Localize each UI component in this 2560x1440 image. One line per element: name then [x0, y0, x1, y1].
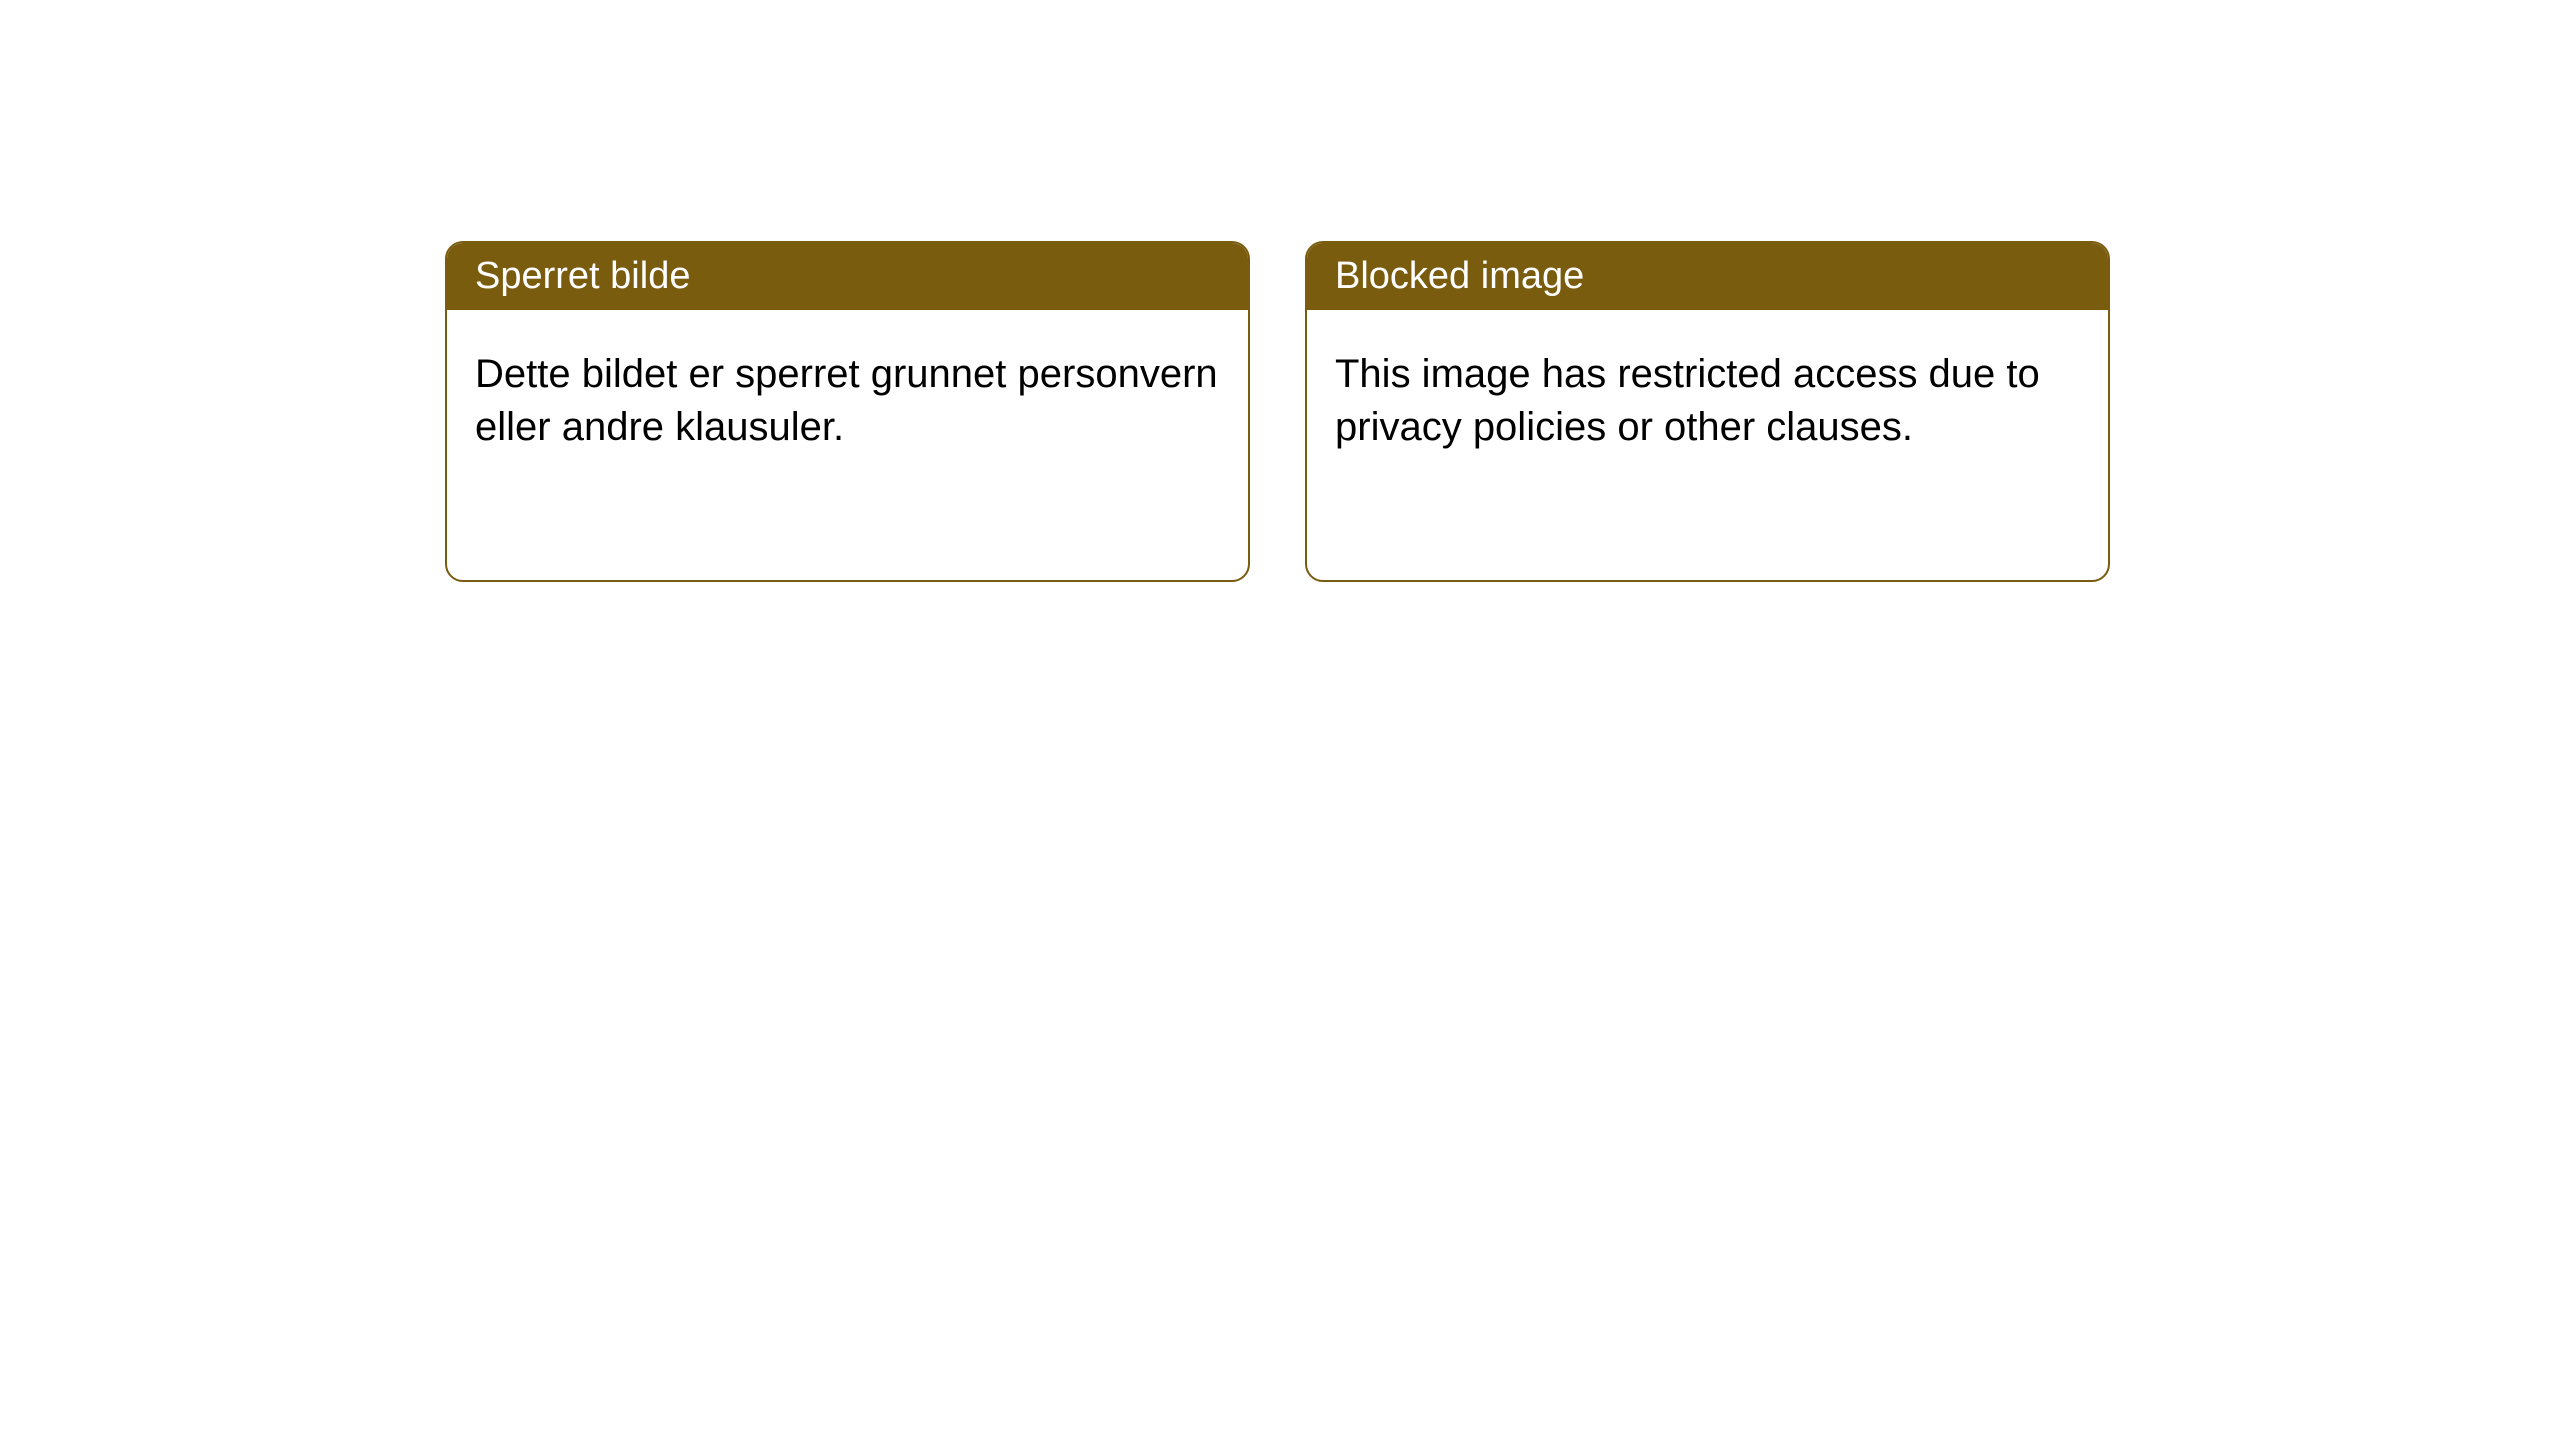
- notice-card-norwegian: Sperret bilde Dette bildet er sperret gr…: [445, 241, 1250, 582]
- notice-card-english: Blocked image This image has restricted …: [1305, 241, 2110, 582]
- card-body: This image has restricted access due to …: [1307, 310, 2108, 580]
- notice-cards-container: Sperret bilde Dette bildet er sperret gr…: [445, 241, 2110, 582]
- card-body-text: Dette bildet er sperret grunnet personve…: [475, 352, 1218, 449]
- card-body-text: This image has restricted access due to …: [1335, 352, 2040, 449]
- card-header: Blocked image: [1307, 243, 2108, 310]
- card-body: Dette bildet er sperret grunnet personve…: [447, 310, 1248, 580]
- card-header: Sperret bilde: [447, 243, 1248, 310]
- card-title: Sperret bilde: [475, 255, 690, 297]
- card-title: Blocked image: [1335, 255, 1584, 297]
